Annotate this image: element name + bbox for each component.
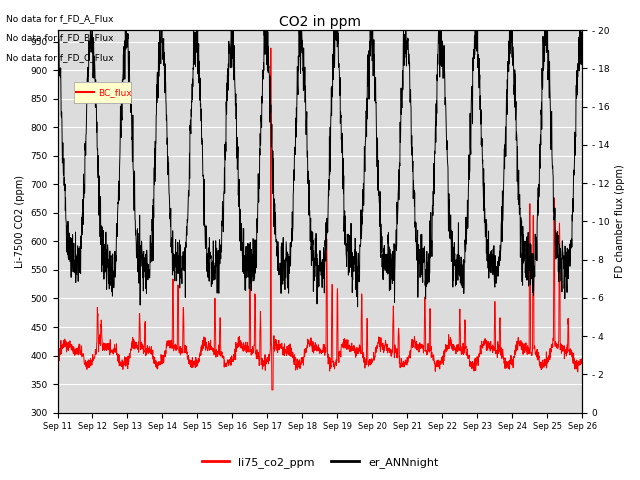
Text: No data for f_FD_B_Flux: No data for f_FD_B_Flux	[6, 34, 114, 43]
Text: BC_flux: BC_flux	[98, 88, 132, 97]
Y-axis label: Li-7500 CO2 (ppm): Li-7500 CO2 (ppm)	[15, 175, 25, 268]
Legend: li75_co2_ppm, er_ANNnight: li75_co2_ppm, er_ANNnight	[197, 452, 443, 472]
Text: No data for f_FD_C_Flux: No data for f_FD_C_Flux	[6, 53, 114, 62]
Text: No data for f_FD_A_Flux: No data for f_FD_A_Flux	[6, 14, 114, 24]
Title: CO2 in ppm: CO2 in ppm	[279, 15, 361, 29]
Y-axis label: FD chamber flux (ppm): FD chamber flux (ppm)	[615, 165, 625, 278]
